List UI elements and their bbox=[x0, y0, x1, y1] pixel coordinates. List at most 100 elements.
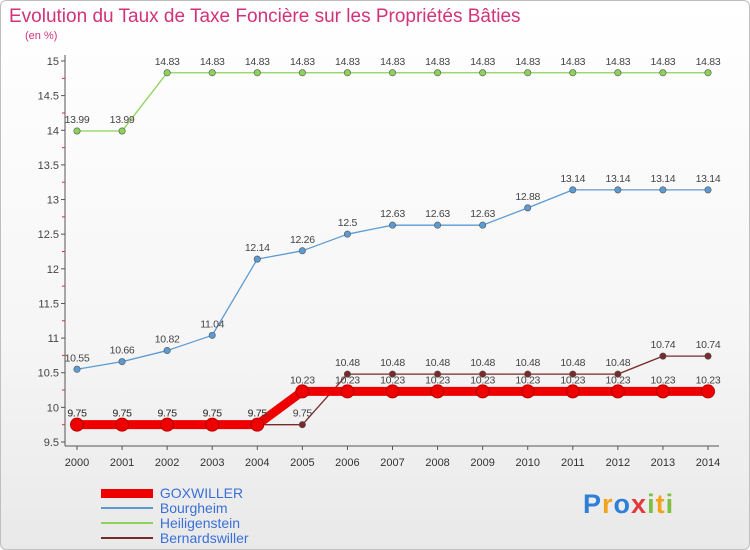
y-tick-label: 13 bbox=[47, 195, 59, 207]
y-tick-label: 10 bbox=[47, 402, 59, 414]
data-point-goxwiller bbox=[701, 384, 715, 399]
data-point-bourgheim bbox=[704, 186, 712, 194]
data-point-goxwiller bbox=[340, 384, 355, 399]
data-point-goxwiller bbox=[520, 384, 535, 399]
y-tick-label: 14 bbox=[47, 125, 59, 137]
data-label-bourgheim: 10.55 bbox=[65, 352, 90, 364]
data-label-bernardswiller: 10.48 bbox=[470, 357, 495, 369]
data-point-bernardswiller bbox=[704, 352, 712, 360]
legend-swatch-goxwiller bbox=[101, 488, 153, 498]
data-label-bourgheim: 11.04 bbox=[200, 318, 224, 330]
data-label-bourgheim: 12.14 bbox=[245, 242, 270, 254]
proxiti-logo: Proxiti bbox=[583, 489, 674, 520]
chart-title: Evolution du Taux de Taxe Foncière sur l… bbox=[9, 6, 521, 27]
data-label-bernardswiller: 9.75 bbox=[203, 408, 223, 420]
data-label-bourgheim: 12.63 bbox=[380, 208, 405, 220]
data-label-bernardswiller: 9.75 bbox=[293, 408, 313, 420]
data-label-bourgheim: 13.14 bbox=[605, 173, 630, 185]
data-point-heiligenstein bbox=[118, 127, 126, 135]
data-label-bourgheim: 10.82 bbox=[155, 334, 180, 346]
data-label-goxwiller: 10.23 bbox=[605, 374, 630, 386]
data-point-bernardswiller bbox=[614, 370, 622, 378]
data-label-bourgheim: 12.63 bbox=[425, 208, 450, 220]
data-label-bernardswiller: 10.74 bbox=[651, 339, 676, 351]
unit-label: (en %) bbox=[25, 30, 58, 42]
data-point-heiligenstein bbox=[479, 69, 487, 77]
data-point-bourgheim bbox=[479, 221, 487, 229]
data-label-bernardswiller: 10.48 bbox=[515, 357, 540, 369]
data-label-goxwiller: 10.23 bbox=[470, 374, 495, 386]
data-label-goxwiller: 9.75 bbox=[248, 408, 268, 420]
data-label-heiligenstein: 14.83 bbox=[290, 56, 315, 68]
data-label-bernardswiller: 9.75 bbox=[158, 408, 178, 420]
data-point-bernardswiller bbox=[569, 370, 577, 378]
data-label-goxwiller: 9.75 bbox=[203, 408, 223, 420]
data-point-heiligenstein bbox=[524, 69, 532, 77]
logo-letter: i bbox=[665, 489, 675, 519]
x-tick-label: 2011 bbox=[561, 457, 585, 469]
legend-swatch-bernardswiller bbox=[101, 537, 153, 540]
logo-letter: i bbox=[647, 489, 656, 519]
data-point-goxwiller bbox=[250, 417, 265, 432]
legend: GOXWILLER Bourgheim Heiligenstein Bernar… bbox=[101, 485, 249, 545]
data-label-bourgheim: 12.5 bbox=[338, 217, 358, 229]
data-point-goxwiller bbox=[565, 384, 580, 399]
data-point-bourgheim bbox=[343, 230, 351, 238]
x-tick-label: 2003 bbox=[200, 457, 224, 469]
y-tick-label: 11 bbox=[48, 333, 59, 345]
data-point-bernardswiller bbox=[388, 370, 396, 378]
data-label-goxwiller: 10.23 bbox=[651, 374, 676, 386]
legend-item-heiligenstein[interactable]: Heiligenstein bbox=[101, 515, 249, 530]
data-label-heiligenstein: 14.83 bbox=[245, 56, 270, 68]
logo-letter: r bbox=[602, 489, 614, 519]
y-tick-label: 10.5 bbox=[38, 368, 59, 380]
data-point-bourgheim bbox=[298, 247, 306, 255]
x-tick-label: 2008 bbox=[425, 457, 449, 469]
y-tick-label: 9.5 bbox=[44, 437, 59, 449]
x-tick-label: 2006 bbox=[335, 457, 359, 469]
x-tick-label: 2013 bbox=[651, 457, 675, 469]
data-point-heiligenstein bbox=[253, 69, 261, 77]
data-point-goxwiller bbox=[205, 417, 220, 432]
data-label-heiligenstein: 14.83 bbox=[335, 56, 360, 68]
legend-item-bernardswiller[interactable]: Bernardswiller bbox=[101, 530, 249, 545]
y-tick-label: 13.5 bbox=[38, 160, 59, 172]
legend-item-goxwiller[interactable]: GOXWILLER bbox=[101, 485, 249, 500]
data-point-bourgheim bbox=[163, 347, 171, 355]
data-point-bourgheim bbox=[434, 221, 442, 229]
data-point-heiligenstein bbox=[73, 127, 81, 135]
data-point-heiligenstein bbox=[388, 69, 396, 77]
y-tick-label: 12 bbox=[47, 264, 59, 276]
data-label-heiligenstein: 14.83 bbox=[605, 56, 630, 68]
data-point-bernardswiller bbox=[434, 370, 442, 378]
data-label-heiligenstein: 13.99 bbox=[110, 114, 135, 126]
data-point-goxwiller bbox=[115, 417, 130, 432]
logo-letter: x bbox=[631, 489, 648, 519]
data-label-bernardswiller: 9.75 bbox=[248, 408, 268, 420]
data-label-goxwiller: 10.23 bbox=[290, 374, 315, 386]
data-label-bourgheim: 13.14 bbox=[560, 173, 585, 185]
data-point-heiligenstein bbox=[298, 69, 306, 77]
data-label-bernardswiller: 10.48 bbox=[425, 357, 450, 369]
logo-letter: t bbox=[655, 489, 666, 519]
data-label-goxwiller: 10.23 bbox=[335, 374, 360, 386]
data-point-bourgheim bbox=[208, 331, 216, 339]
legend-item-bourgheim[interactable]: Bourgheim bbox=[101, 500, 249, 515]
data-label-goxwiller: 10.23 bbox=[515, 374, 540, 386]
x-tick-label: 2012 bbox=[606, 457, 630, 469]
data-point-heiligenstein bbox=[208, 69, 216, 77]
data-point-bourgheim bbox=[569, 186, 577, 194]
data-label-bernardswiller: 10.48 bbox=[380, 357, 405, 369]
data-label-goxwiller: 10.23 bbox=[425, 374, 450, 386]
data-point-heiligenstein bbox=[163, 69, 171, 77]
data-label-bernardswiller: 10.48 bbox=[560, 357, 585, 369]
data-label-goxwiller: 9.75 bbox=[67, 408, 87, 420]
legend-swatch-bourgheim bbox=[101, 507, 153, 510]
data-label-bernardswiller: 10.48 bbox=[605, 357, 630, 369]
data-label-bourgheim: 12.26 bbox=[290, 234, 315, 246]
data-label-heiligenstein: 14.83 bbox=[696, 56, 721, 68]
data-label-heiligenstein: 14.83 bbox=[155, 56, 180, 68]
data-label-heiligenstein: 14.83 bbox=[560, 56, 585, 68]
logo-letter: o bbox=[613, 489, 632, 519]
